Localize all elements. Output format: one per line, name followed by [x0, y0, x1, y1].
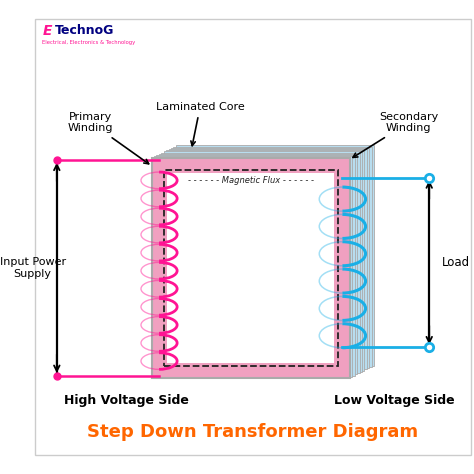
FancyBboxPatch shape: [154, 156, 352, 377]
FancyBboxPatch shape: [159, 154, 357, 374]
Text: Secondary
Winding: Secondary Winding: [353, 112, 438, 157]
Text: Primary
Winding: Primary Winding: [68, 112, 149, 164]
FancyBboxPatch shape: [166, 150, 365, 371]
Text: TechnoG: TechnoG: [55, 24, 114, 37]
FancyBboxPatch shape: [171, 148, 369, 368]
FancyBboxPatch shape: [169, 149, 367, 369]
FancyBboxPatch shape: [173, 146, 372, 367]
FancyBboxPatch shape: [152, 158, 350, 378]
FancyBboxPatch shape: [167, 173, 335, 363]
Text: Electrical, Electronics & Technology: Electrical, Electronics & Technology: [42, 40, 136, 45]
Text: Load: Load: [442, 256, 470, 269]
Text: Low Voltage Side: Low Voltage Side: [334, 393, 455, 407]
Text: High Voltage Side: High Voltage Side: [64, 393, 189, 407]
FancyBboxPatch shape: [161, 153, 360, 373]
FancyBboxPatch shape: [176, 146, 374, 366]
Text: Step Down Transformer Diagram: Step Down Transformer Diagram: [87, 423, 419, 441]
Text: Input Power
Supply: Input Power Supply: [0, 257, 65, 279]
Text: Laminated Core: Laminated Core: [155, 102, 245, 146]
FancyBboxPatch shape: [156, 155, 355, 375]
FancyBboxPatch shape: [164, 152, 362, 372]
Text: E: E: [42, 24, 52, 38]
Text: - - - - - - Magnetic Flux - - - - - -: - - - - - - Magnetic Flux - - - - - -: [188, 176, 314, 185]
